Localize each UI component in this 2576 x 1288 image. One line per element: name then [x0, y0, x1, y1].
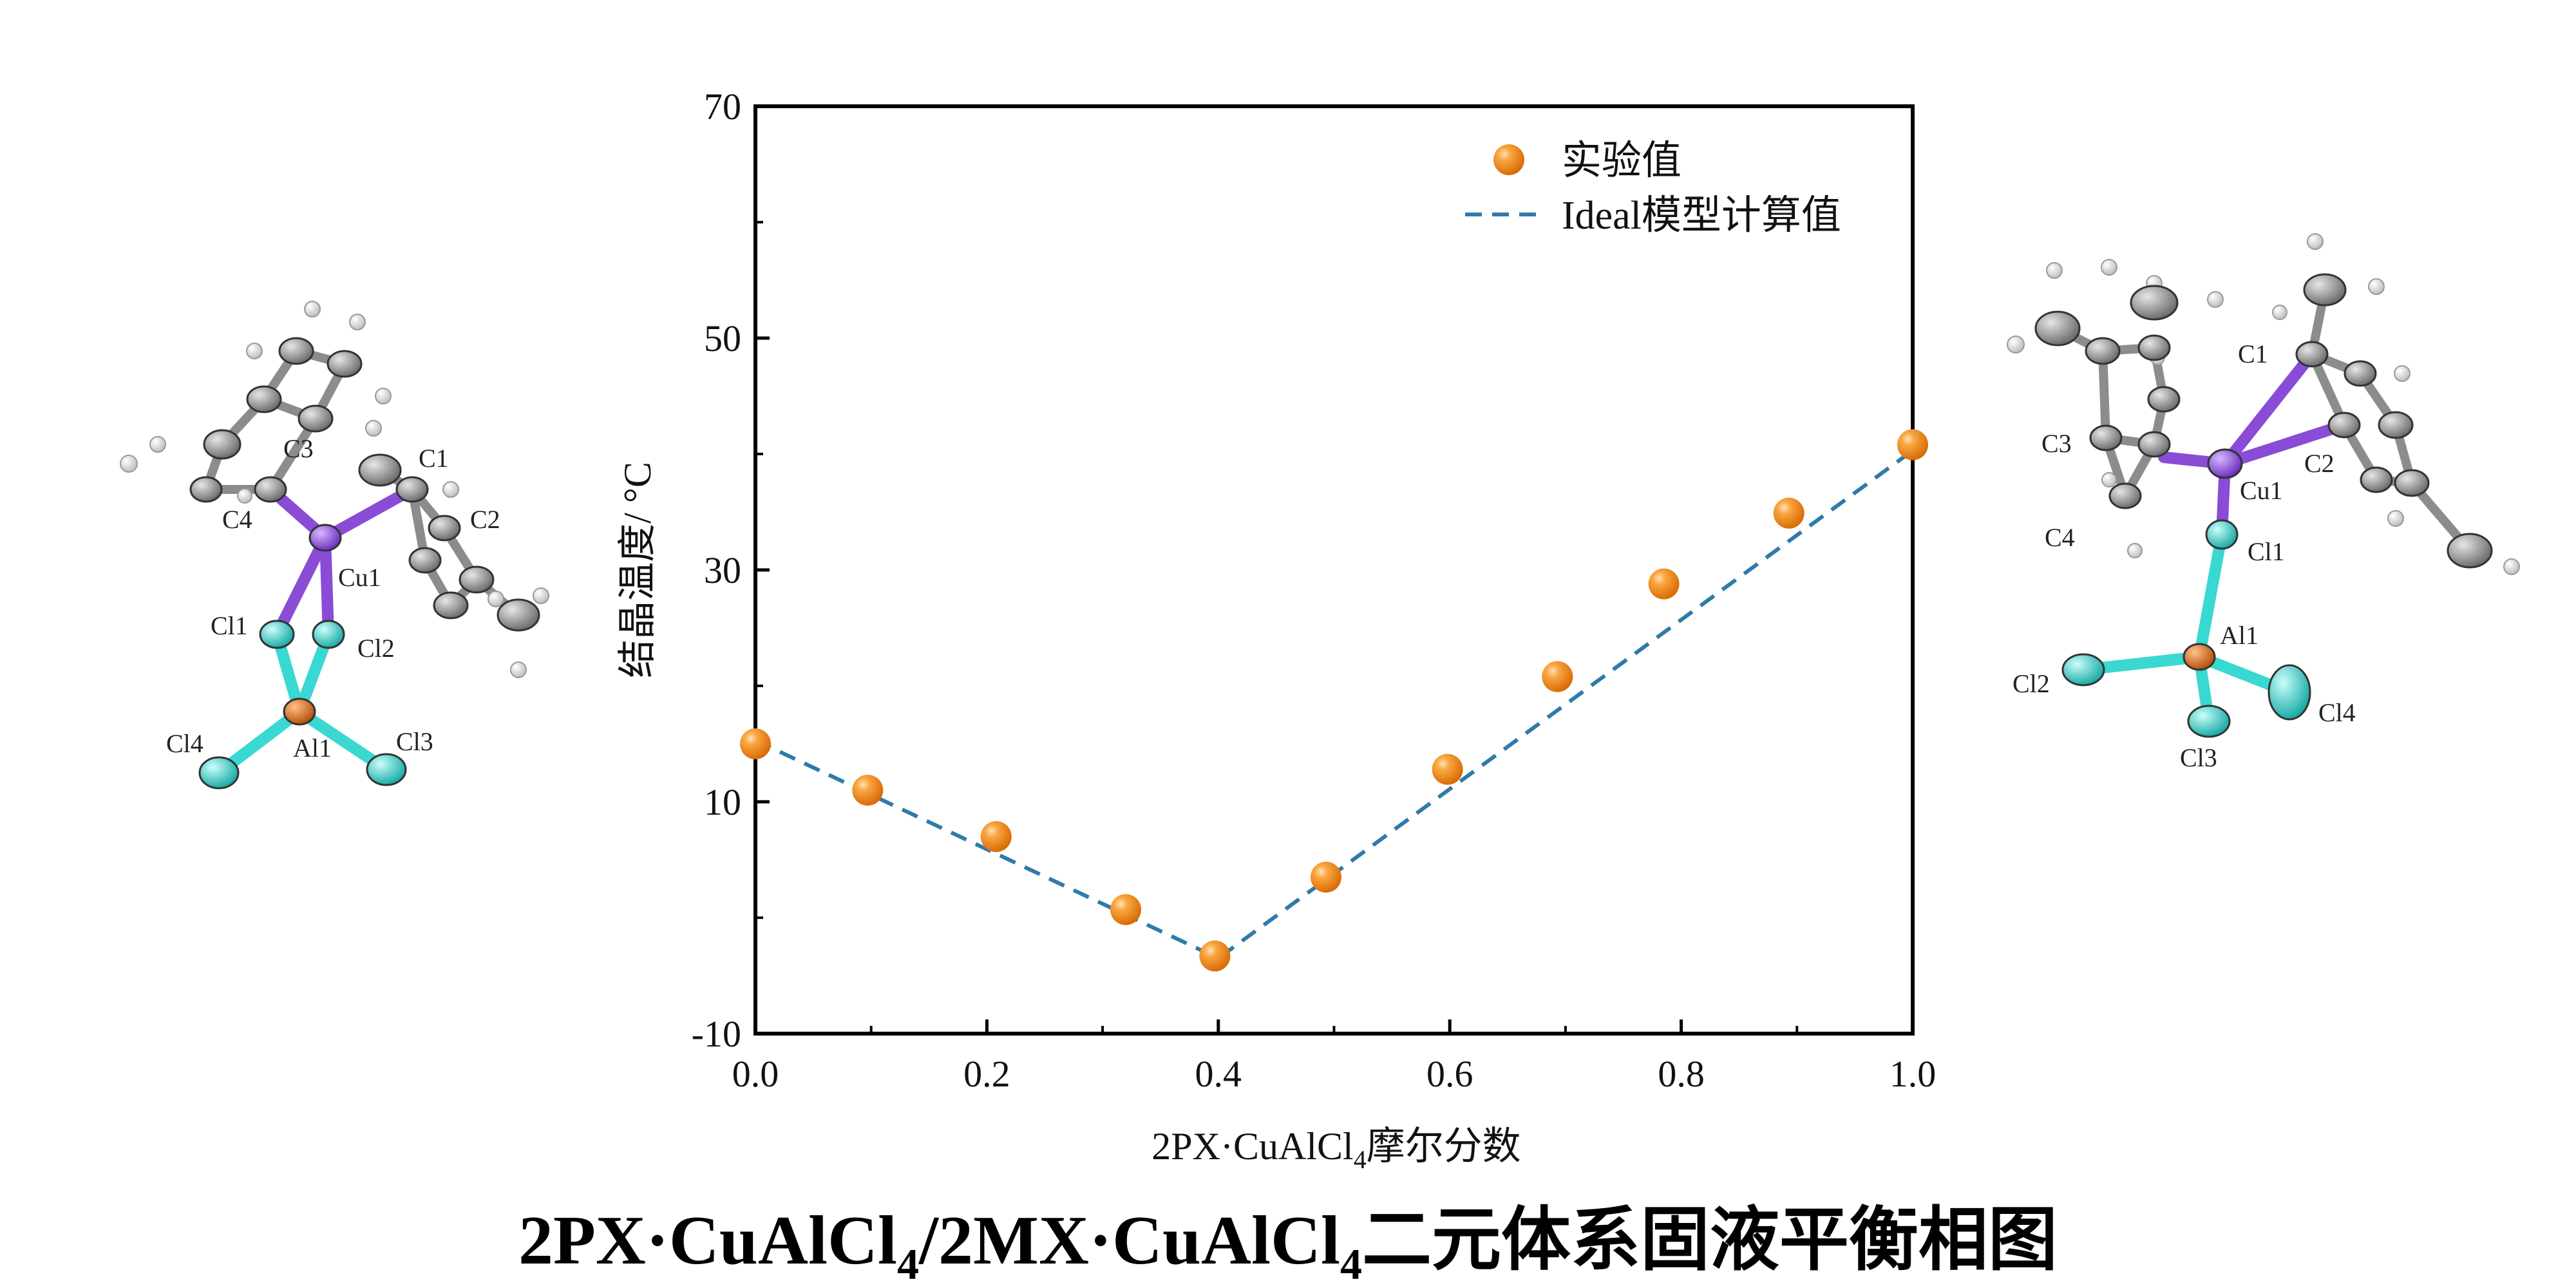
y-axis: -10 10 30 50 70 — [692, 86, 770, 1055]
left-chlorine-atom-4 — [198, 756, 240, 790]
left-label-cl2: Cl2 — [357, 634, 395, 663]
plot-series — [740, 429, 1928, 972]
caption-part2: /2MX·CuAlCl — [918, 1202, 1340, 1279]
right-label-c3: C3 — [2041, 429, 2072, 458]
plot-frame — [753, 104, 1915, 1036]
left-label-cl1: Cl1 — [211, 611, 248, 640]
right-chlorine-atom-3 — [2187, 705, 2231, 738]
right-chlorine-atom-2 — [2061, 653, 2105, 687]
phase-diagram-chart: 0.0 0.2 0.4 0.6 0.8 1.0 -10 10 30 50 70 实验值 Ideal… — [616, 86, 1936, 1174]
right-label-al1: Al1 — [2220, 621, 2259, 650]
right-label-cl3: Cl3 — [2180, 743, 2217, 772]
experimental-point — [1897, 429, 1928, 460]
experimental-point — [1310, 862, 1341, 893]
right-label-c2: C2 — [2304, 449, 2334, 478]
x-tick-label: 0.0 — [732, 1053, 779, 1095]
x-axis: 0.0 0.2 0.4 0.6 0.8 1.0 — [732, 1019, 1937, 1095]
left-chlorine-atom-3 — [366, 753, 407, 786]
ideal-model-line — [754, 449, 1914, 961]
x-axis-label-subscript: 4 — [1354, 1145, 1367, 1174]
left-chlorine-atom-2 — [312, 620, 345, 649]
right-label-c1: C1 — [2238, 339, 2268, 368]
experimental-point — [1199, 940, 1231, 972]
x-tick-label: 0.4 — [1195, 1053, 1242, 1095]
experimental-point — [1432, 753, 1463, 785]
right-label-cl1: Cl1 — [2248, 537, 2285, 566]
left-molecule-structure: C3 C1 C4 C2 Cu1 Cl1 Cl2 Cl4 Al1 Cl3 — [120, 301, 549, 790]
legend-label-experimental: 实验值 — [1562, 139, 1681, 183]
right-copper-atom — [2207, 448, 2243, 479]
right-label-cu1: Cu1 — [2240, 476, 2283, 505]
right-label-cl4: Cl4 — [2318, 698, 2356, 727]
right-hydrogen-atoms — [2007, 233, 2520, 575]
left-hydrogen-atoms — [120, 301, 549, 678]
right-chlorine-atom-4 — [2268, 664, 2311, 721]
legend: 实验值 Ideal模型计算值 — [1465, 139, 1841, 238]
x-axis-label: 2PX·CuAlCl4摩尔分数 — [1151, 1125, 1520, 1174]
caption-sub1: 4 — [897, 1240, 919, 1288]
experimental-point — [1648, 568, 1680, 600]
x-axis-label-main: 2PX·CuAlCl — [1151, 1125, 1353, 1168]
left-carbon-atoms — [189, 337, 540, 632]
left-label-c4: C4 — [222, 505, 252, 534]
x-tick-label: 0.2 — [963, 1053, 1010, 1095]
caption-part1: 2PX·CuAlCl — [518, 1202, 897, 1279]
left-label-c1: C1 — [419, 444, 449, 473]
experimental-point — [1110, 894, 1142, 925]
right-carbon-atoms — [2034, 273, 2493, 569]
left-label-cl4: Cl4 — [166, 729, 204, 758]
caption-sub2: 4 — [1340, 1240, 1362, 1288]
left-aluminum-atom — [283, 697, 316, 726]
experimental-point — [740, 728, 771, 759]
y-tick-label: 70 — [704, 86, 741, 128]
experimental-point — [852, 775, 884, 806]
right-chlorine-atom-1 — [2205, 519, 2239, 550]
right-label-c4: C4 — [2045, 523, 2075, 552]
y-axis-label: 结晶温度/ °C — [616, 462, 659, 678]
experimental-point — [1773, 497, 1804, 529]
left-label-cu1: Cu1 — [338, 563, 381, 592]
left-label-al1: Al1 — [293, 734, 332, 762]
x-tick-label: 0.8 — [1658, 1053, 1705, 1095]
x-tick-label: 1.0 — [1889, 1053, 1937, 1095]
right-aluminum-atom — [2183, 643, 2216, 671]
left-label-c3: C3 — [283, 434, 314, 463]
x-tick-label: 0.6 — [1426, 1053, 1473, 1095]
left-label-cl3: Cl3 — [396, 727, 433, 756]
y-tick-label: 10 — [704, 781, 741, 823]
left-chlorine-atom-1 — [259, 620, 295, 649]
x-axis-label-suffix: 摩尔分数 — [1367, 1125, 1521, 1168]
right-label-cl2: Cl2 — [2012, 669, 2050, 698]
y-tick-label: 30 — [704, 549, 741, 591]
left-label-c2: C2 — [470, 505, 500, 534]
y-tick-label: -10 — [692, 1013, 741, 1055]
figure-caption: 2PX·CuAlCl4/2MX·CuAlCl4二元体系固液平衡相图 — [518, 1202, 2058, 1288]
legend-label-ideal: Ideal模型计算值 — [1562, 194, 1841, 238]
left-copper-atom — [308, 524, 342, 552]
experimental-point — [980, 821, 1012, 852]
legend-marker-experimental — [1493, 144, 1524, 175]
caption-part3: 二元体系固液平衡相图 — [1362, 1202, 2058, 1279]
y-tick-label: 50 — [704, 317, 741, 359]
right-molecule-structure: C1 C3 C2 C4 Cu1 Cl1 Al1 Cl2 Cl4 Cl3 — [2007, 233, 2520, 772]
experimental-point — [1542, 661, 1573, 692]
